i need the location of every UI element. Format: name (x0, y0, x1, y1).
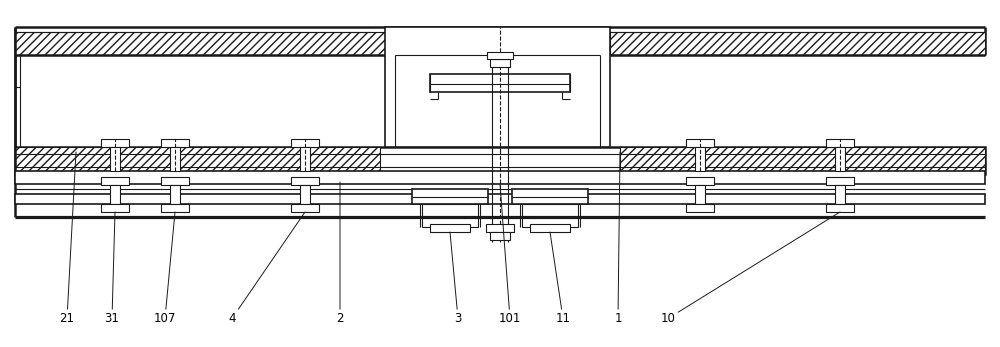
Text: 101: 101 (499, 184, 521, 325)
Bar (522, 204, 578, 227)
Bar (490, 59, 510, 67)
Bar (430, 224, 470, 232)
Bar (170, 185, 180, 204)
Bar (110, 147, 120, 171)
Bar (161, 177, 189, 185)
Bar (695, 185, 705, 204)
Bar (291, 204, 319, 212)
Bar (686, 204, 714, 212)
Bar (422, 204, 478, 227)
Bar (412, 189, 488, 204)
Text: 3: 3 (450, 232, 462, 325)
Bar (430, 74, 570, 92)
Bar (486, 224, 514, 232)
Bar (826, 139, 854, 147)
Bar (385, 27, 610, 147)
Bar (15, 194, 985, 204)
Bar (686, 177, 714, 185)
Bar (487, 52, 513, 59)
Bar (610, 32, 985, 55)
Bar (300, 185, 310, 204)
Text: 1: 1 (614, 152, 622, 325)
Bar (101, 204, 129, 212)
Bar (826, 204, 854, 212)
Text: 2: 2 (336, 182, 344, 325)
Bar (110, 185, 120, 204)
Bar (512, 189, 588, 204)
Bar (291, 177, 319, 185)
Bar (300, 147, 310, 171)
Bar (835, 185, 845, 204)
Bar (530, 224, 570, 232)
Text: 107: 107 (154, 212, 176, 325)
Bar (826, 177, 854, 185)
Bar (15, 147, 380, 174)
Bar (620, 147, 985, 174)
Bar (15, 147, 985, 174)
Bar (490, 232, 510, 240)
Bar (695, 147, 705, 171)
Text: 10: 10 (661, 212, 840, 325)
Text: 11: 11 (550, 232, 570, 325)
Bar (101, 177, 129, 185)
Text: 21: 21 (60, 152, 76, 325)
Bar (101, 139, 129, 147)
Bar (170, 147, 180, 171)
Text: 31: 31 (105, 212, 119, 325)
Bar (686, 139, 714, 147)
Bar (835, 147, 845, 171)
Bar (15, 32, 385, 55)
Bar (15, 171, 985, 184)
Text: 4: 4 (228, 212, 305, 325)
Bar (291, 139, 319, 147)
Bar (161, 204, 189, 212)
Bar (161, 139, 189, 147)
